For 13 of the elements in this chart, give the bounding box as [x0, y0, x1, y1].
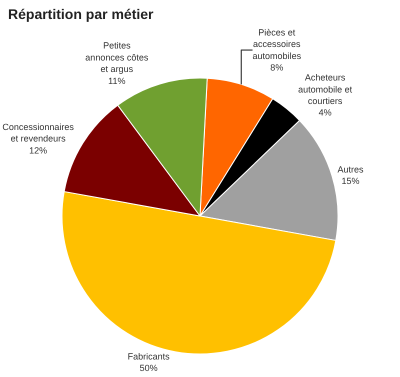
data-label: 15% — [342, 176, 360, 186]
slice-label: Pièces et accessoires automobiles — [252, 27, 302, 61]
slice-label: Petites annonces côtes et argus — [85, 40, 149, 74]
slice-label: Autres — [338, 164, 364, 174]
slice-label: Concessionnaires et revendeurs — [2, 122, 74, 144]
chart-title: Répartition par métier — [8, 6, 154, 22]
data-label: 8% — [270, 62, 284, 73]
data-label: 11% — [108, 76, 126, 86]
data-label: 4% — [318, 108, 332, 118]
data-label: 12% — [29, 145, 48, 156]
slice-label: Acheteurs automobile et courtiers — [298, 72, 353, 106]
slice-label: Fabricants — [128, 351, 170, 362]
data-label: 50% — [140, 363, 158, 374]
